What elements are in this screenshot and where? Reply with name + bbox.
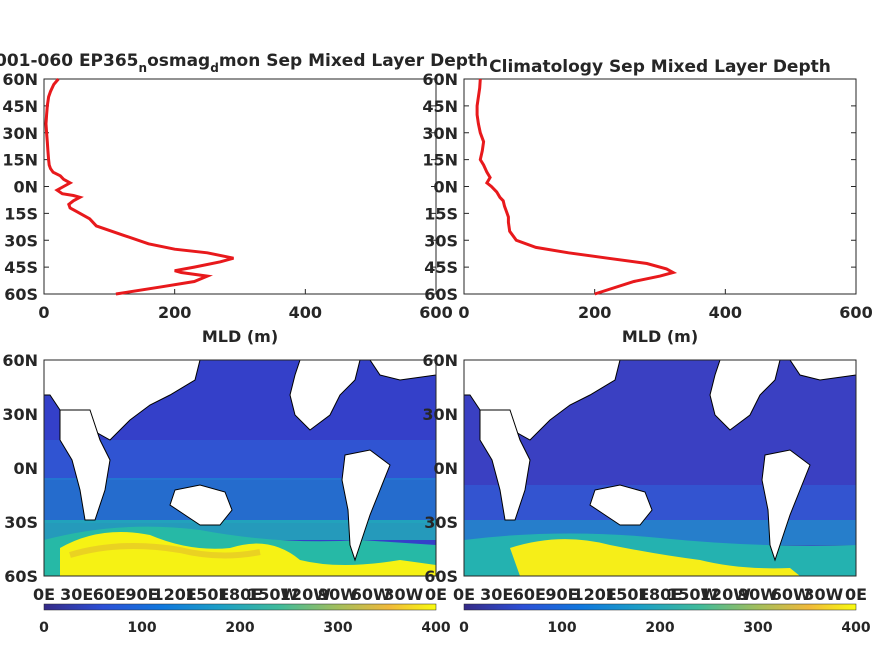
plot-left-xtick-label: 600: [419, 303, 452, 322]
plot-right-ytick-label: 60S: [424, 285, 458, 304]
map-left-xtick-label: 120W: [280, 585, 331, 604]
plot-left-ytick-label: 60S: [4, 285, 38, 304]
map-right-xtick-label: 30W: [803, 585, 843, 604]
plot-left-ytick-label: 60N: [2, 70, 38, 89]
map-right-xtick-label: 120E: [573, 585, 617, 604]
plot-left-ytick-label: 0N: [13, 178, 38, 197]
map-left-frame: [43, 359, 437, 577]
plot-left-xtick-label: 200: [158, 303, 191, 322]
map-right-xtick-label: 120W: [700, 585, 751, 604]
plot-left-ytick-label: 30N: [2, 124, 38, 143]
colorbar-left-tick-label: 300: [323, 620, 352, 636]
map-left-xtick-label: 150E: [185, 585, 229, 604]
plot-right-ytick-label: 30N: [422, 124, 458, 143]
map-left-ytick-label: 0N: [13, 459, 38, 478]
plot-right-xtick-label: 0: [458, 303, 469, 322]
plot-left-axes-box: [43, 78, 437, 295]
map-left-xtick-label: 60E: [93, 585, 126, 604]
colorbar-left-tick-label: 0: [39, 620, 49, 636]
plot-left-ytick-label: 45N: [2, 97, 38, 116]
colorbar-right-tick-label: 100: [547, 620, 576, 636]
map-left-ytick-label: 60S: [4, 567, 38, 586]
map-right-xtick-label: 90E: [545, 585, 578, 604]
plot-right-xlabel: MLD (m): [622, 327, 698, 346]
plot-right-ytick-label: 45N: [422, 97, 458, 116]
plot-left-title: 001-060 EP365nosmagdmon Sep Mixed Layer …: [0, 51, 488, 75]
map-right-xtick-label: 150E: [605, 585, 649, 604]
plot-left-ytick-label: 15N: [2, 151, 38, 170]
line-plot-right: Climatology Sep Mixed Layer Depth 0 200 40…: [422, 57, 872, 346]
plot-right-ytick-label: 15S: [424, 204, 458, 223]
colorbar-right: [463, 603, 857, 611]
map-right-ytick-label: 30S: [424, 513, 458, 532]
colorbar-right-tick-label: 0: [459, 620, 469, 636]
map-right-xtick-label: 90W: [738, 585, 778, 604]
map-left-xtick-label: 0E: [33, 585, 55, 604]
map-left-xtick-label: 180E: [218, 585, 262, 604]
plot-right-xtick-label: 400: [709, 303, 742, 322]
plot-right-axes-box: [463, 78, 857, 295]
map-right-ytick-label: 60N: [422, 351, 458, 370]
colorbar-ticks: 0 100 200 300 400 0 100 200 300 400: [39, 620, 871, 636]
map-right-xtick-label: 60W: [771, 585, 811, 604]
plot-right-mld-line: [475, 78, 678, 296]
plot-right-xtick-label: 600: [839, 303, 872, 322]
colorbar-left: [43, 603, 437, 611]
map-left-xtick-label: 120E: [153, 585, 197, 604]
map-right-continents: [464, 360, 856, 562]
map-left-xtick-label: 150W: [247, 585, 298, 604]
map-right-xtick-label: 60E: [513, 585, 546, 604]
map-left-xtick-label: 30E: [60, 585, 93, 604]
map-right-xtick-label: 0E: [453, 585, 475, 604]
plot-left-xtick-label: 400: [289, 303, 322, 322]
map-right-frame: [463, 359, 857, 577]
colorbar-left-tick-label: 100: [127, 620, 156, 636]
map-right-xtick-label: 180E: [638, 585, 682, 604]
plot-right-ytick-label: 30S: [424, 231, 458, 250]
map-right-ytick-label: 30N: [422, 405, 458, 424]
colorbar-left-tick-label: 400: [421, 620, 450, 636]
map-right-xtick-label: 30E: [480, 585, 513, 604]
plot-left-xlabel: MLD (m): [202, 327, 278, 346]
map-left-continents: [44, 360, 436, 562]
plot-right-xtick-label: 200: [578, 303, 611, 322]
plot-left-mld-line: [44, 78, 234, 296]
map-left-xtick-label: 30W: [383, 585, 423, 604]
plot-left-xtick-label: 0: [38, 303, 49, 322]
map-right-xtick-label: 150W: [667, 585, 718, 604]
colorbar-right-tick-label: 200: [645, 620, 674, 636]
plot-left-ytick-label: 15S: [4, 204, 38, 223]
colorbar-right-tick-label: 300: [743, 620, 772, 636]
map-left-xtick-label: 60W: [351, 585, 391, 604]
map-left-xtick-label: 0E: [425, 585, 447, 604]
plot-right-ytick-label: 60N: [422, 70, 458, 89]
plot-right-ytick-label: 45S: [424, 258, 458, 277]
map-left-xtick-label: 90E: [125, 585, 158, 604]
plot-right-ytick-label: 15N: [422, 151, 458, 170]
map-right-ytick-label: 0N: [433, 459, 458, 478]
plot-left-ytick-label: 45S: [4, 258, 38, 277]
colorbar-left-tick-label: 200: [225, 620, 254, 636]
plot-left-ticks: 0 200 400 600 60N 45N 30N 15N 0N 15S 30S 45S 60S: [2, 70, 452, 322]
map-left-max-band: [69, 543, 261, 559]
plot-right-title: Climatology Sep Mixed Layer Depth: [489, 57, 831, 77]
plot-left-ytick-label: 30S: [4, 231, 38, 250]
map-right-ytick-label: 60S: [424, 567, 458, 586]
map-left-ytick-label: 30N: [2, 405, 38, 424]
plot-right-ytick-label: 0N: [433, 178, 458, 197]
line-plot-left: 001-060 EP365nosmagdmon Sep Mixed Layer …: [0, 51, 488, 346]
map-right-deep-mixed-layer: [510, 539, 800, 576]
colorbar-right-tick-label: 400: [841, 620, 870, 636]
map-left-ytick-label: 30S: [4, 513, 38, 532]
map-left-xtick-label: 90W: [318, 585, 358, 604]
plot-right-ticks: 0 200 400 600 60N 45N 30N 15N 0N 15S 30S 45S 60S: [422, 70, 872, 322]
map-left-ytick-label: 60N: [2, 351, 38, 370]
map-right-xtick-label: 0E: [845, 585, 867, 604]
